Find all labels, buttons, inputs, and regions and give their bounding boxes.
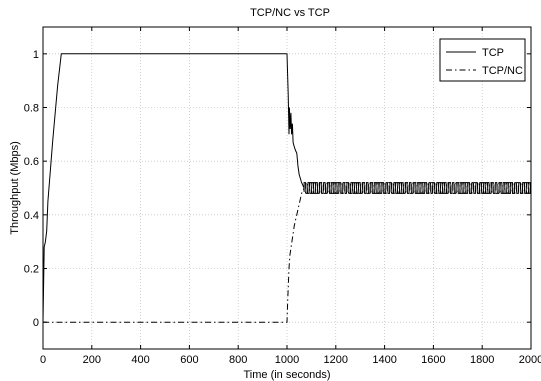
x-tick-label: 1400 [372, 354, 396, 366]
x-tick-label: 400 [131, 354, 149, 366]
y-tick-label: 0.4 [24, 210, 39, 222]
legend: TCP TCP/NC [439, 38, 526, 82]
y-tick-label: 1 [33, 49, 39, 61]
series-line-tcp-nc [43, 182, 532, 323]
axis-ticks: 0 200 400 600 800 1000 1200 1400 1600 1800 2000 0 0.… [24, 27, 541, 366]
x-axis-label: Time (in seconds) [243, 369, 330, 381]
series-lines [42, 53, 532, 323]
x-tick-label: 2000 [519, 354, 541, 366]
plot-area-frame [42, 26, 532, 350]
chart-title: TCP/NC vs TCP [250, 7, 330, 19]
x-tick-label: 200 [83, 354, 101, 366]
y-tick-label: 0.2 [24, 264, 39, 276]
x-tick-label: 800 [229, 354, 247, 366]
legend-box [439, 38, 526, 82]
x-tick-label: 1000 [275, 354, 299, 366]
x-tick-label: 0 [40, 354, 46, 366]
x-tick-label: 1600 [421, 354, 445, 366]
x-tick-label: 1200 [324, 354, 348, 366]
series-line-tcp [42, 53, 532, 323]
y-tick-label: 0 [33, 317, 39, 329]
y-tick-label: 0.6 [24, 156, 39, 168]
y-tick-label: 0.8 [24, 103, 39, 115]
legend-label-tcp-nc: TCP/NC [482, 65, 523, 77]
x-tick-label: 1800 [470, 354, 494, 366]
x-tick-label: 600 [180, 354, 198, 366]
y-axis-label: Throughput (Mbps) [9, 141, 21, 235]
legend-label-tcp: TCP [482, 47, 504, 59]
